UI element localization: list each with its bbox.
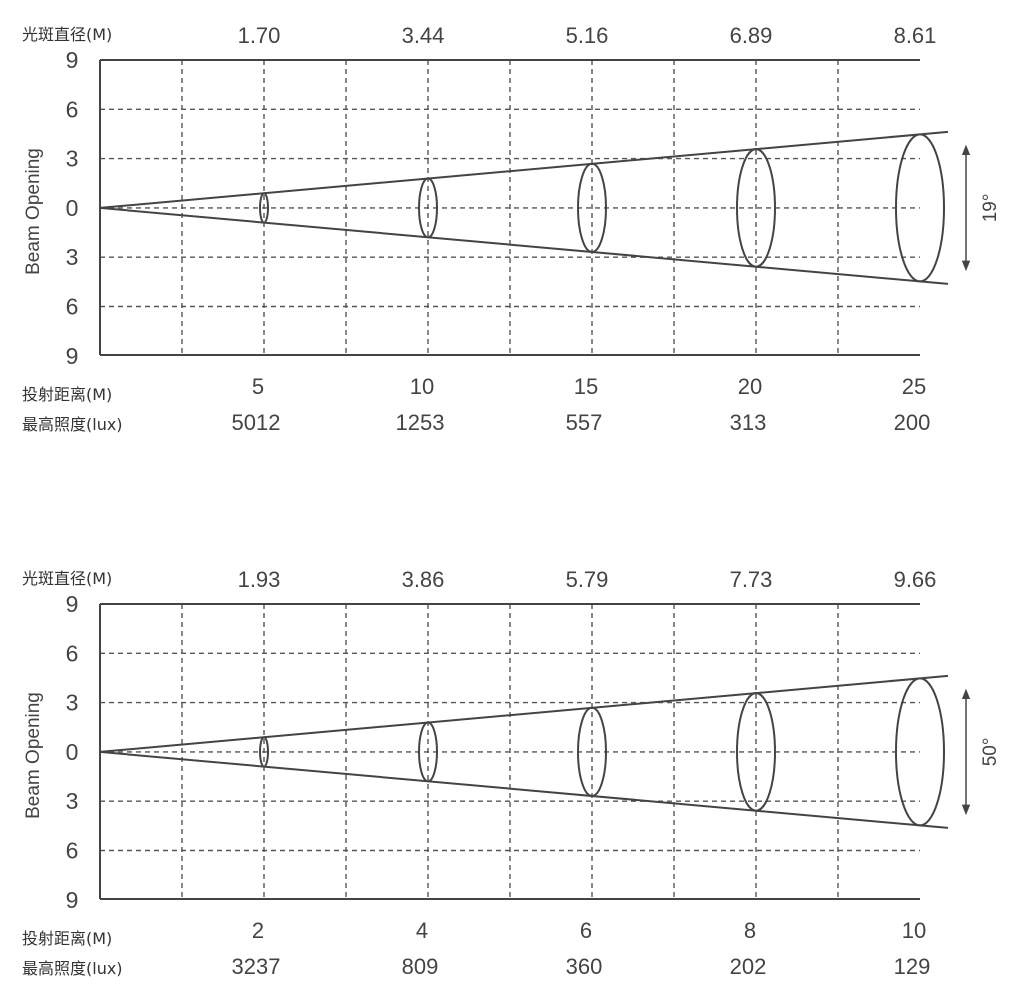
illuminance-label: 最高照度(lux): [22, 415, 123, 434]
distance-value: 2: [252, 918, 264, 943]
beam-spot-ellipse: [895, 677, 945, 827]
beam-chart-1: 19° 9 6 3 0 3 6 9 Beam Opening 光斑直径(M) 1.70 3.44 5.1…: [22, 23, 1001, 435]
y-tick-label: 9: [66, 591, 79, 617]
y-tick-label: 6: [66, 294, 79, 320]
diameter-value: 1.70: [238, 23, 281, 48]
distance-value: 10: [902, 918, 926, 943]
beam-spot-ellipse: [418, 177, 438, 239]
y-tick-label: 6: [66, 96, 79, 122]
distance-value: 10: [410, 374, 434, 399]
illuminance-value: 3237: [232, 954, 281, 979]
illuminance-value: 360: [566, 954, 603, 979]
y-tick-label: 0: [66, 195, 79, 221]
beam-angle-label: 19°: [980, 194, 1001, 223]
diameter-value: 6.89: [730, 23, 773, 48]
beam-line-lower: [99, 206, 949, 285]
beam-spot-ellipse: [577, 162, 607, 253]
diameter-value: 9.66: [894, 567, 937, 592]
beam-chart-2: 50° 9 6 3 0 3 6 9 Beam Opening 光斑直径(M) 1.93 3.86 5.7…: [22, 567, 1001, 979]
y-axis-title: Beam Opening: [23, 692, 44, 819]
distance-label: 投射距离(M): [22, 385, 112, 404]
diameter-value: 5.16: [566, 23, 609, 48]
beam-line-upper: [99, 130, 949, 209]
distance-value: 20: [738, 374, 762, 399]
beam-spot-ellipse: [577, 706, 607, 797]
distance-value: 5: [252, 374, 264, 399]
illuminance-value: 5012: [232, 410, 281, 435]
diameter-value: 3.44: [402, 23, 445, 48]
y-tick-label: 0: [66, 739, 79, 765]
beam-spot-ellipse: [259, 736, 269, 768]
illuminance-value: 129: [894, 954, 931, 979]
illuminance-value: 809: [402, 954, 439, 979]
diameter-value: 1.93: [238, 567, 281, 592]
illuminance-value: 1253: [396, 410, 445, 435]
beam-spot-ellipse: [736, 148, 776, 268]
illuminance-value: 200: [894, 410, 931, 435]
beam-angle-label: 50°: [980, 738, 1001, 767]
y-tick-label: 3: [66, 146, 79, 172]
diameter-label: 光斑直径(M): [22, 569, 112, 588]
diameter-label: 光斑直径(M): [22, 25, 112, 44]
illuminance-value: 557: [566, 410, 603, 435]
y-tick-label: 3: [66, 788, 79, 814]
y-tick-label: 3: [66, 690, 79, 716]
beam-spot-ellipse: [895, 133, 945, 283]
distance-value: 15: [574, 374, 598, 399]
diameter-value: 7.73: [730, 567, 773, 592]
distance-label: 投射距离(M): [22, 929, 112, 948]
beam-line-upper: [99, 674, 949, 753]
distance-value: 4: [416, 918, 428, 943]
y-axis-title: Beam Opening: [23, 148, 44, 275]
y-tick-label: 9: [66, 47, 79, 73]
diameter-value: 5.79: [566, 567, 609, 592]
distance-value: 6: [580, 918, 592, 943]
illuminance-value: 313: [730, 410, 767, 435]
diameter-value: 8.61: [894, 23, 937, 48]
y-tick-label: 6: [66, 838, 79, 864]
distance-value: 8: [744, 918, 756, 943]
y-tick-label: 6: [66, 640, 79, 666]
diameter-value: 3.86: [402, 567, 445, 592]
beam-spot-ellipse: [736, 692, 776, 812]
beam-line-lower: [99, 750, 949, 829]
beam-spot-ellipse: [418, 721, 438, 783]
y-tick-label: 3: [66, 244, 79, 270]
y-tick-label: 9: [66, 343, 79, 369]
beam-spot-ellipse: [259, 192, 269, 224]
distance-value: 25: [902, 374, 926, 399]
illuminance-value: 202: [730, 954, 767, 979]
illuminance-label: 最高照度(lux): [22, 959, 123, 978]
y-tick-label: 9: [66, 887, 79, 913]
